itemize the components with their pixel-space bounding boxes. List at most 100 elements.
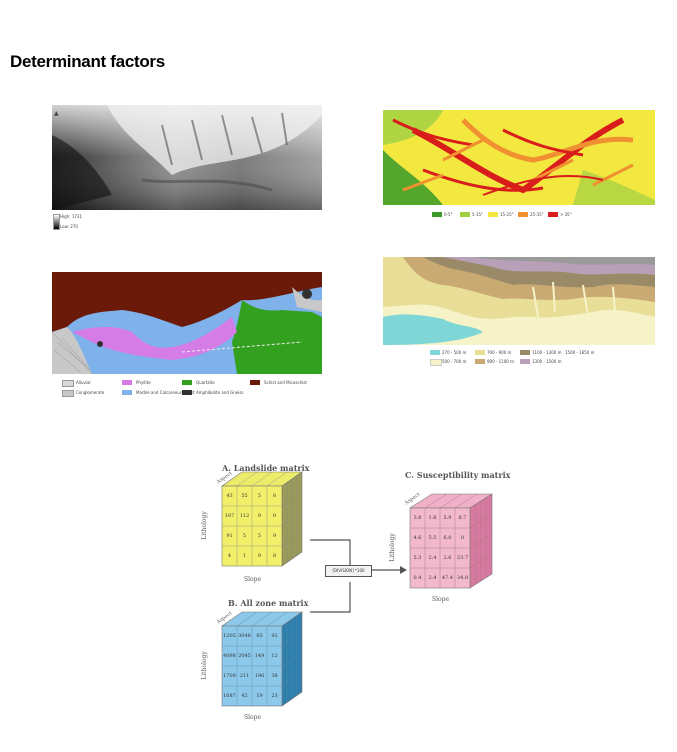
matrix-cell: 23.7 (456, 555, 469, 561)
matrix-cell: 55 (241, 493, 248, 499)
matrix-cell: 149 (254, 653, 265, 659)
legend-label: 1100 - 1300 m (532, 350, 562, 355)
matrix-cell: 1 (242, 553, 247, 559)
matrix-cell: 187 (224, 513, 235, 519)
legend-label: Alluvial (76, 380, 91, 385)
matrix-cell: 8 (272, 493, 277, 499)
legend-label: 270 - 500 m (442, 350, 467, 355)
matrix-cell: 3.6 (413, 515, 422, 521)
matrix-cell: 8 (272, 553, 277, 559)
legend-swatch (520, 359, 530, 364)
legend-label: 25-35° (530, 212, 544, 217)
slope-map (383, 110, 655, 205)
matrix-cell: 43 (226, 493, 233, 499)
matrix-cell: 9 (272, 533, 277, 539)
matrix-cell: 23 (271, 693, 278, 699)
legend-swatch (62, 390, 74, 397)
matrix-cell: 92 (271, 633, 278, 639)
legend-swatch (520, 350, 530, 355)
legend-swatch (488, 212, 498, 217)
matrix-cell: 5.9 (443, 515, 452, 521)
legend-swatch (460, 212, 470, 217)
legend-swatch (518, 212, 528, 217)
legend-label: > 35° (560, 212, 572, 217)
matrix-cell: 2.4 (428, 575, 437, 581)
matrix-cell: 196 (254, 673, 265, 679)
dem-legend-low: Low: 270 (60, 224, 78, 229)
page-title: Determinant factors (10, 52, 165, 71)
legend-label: Phyllite (136, 380, 151, 385)
susceptibility-lithology-label: Lithology (388, 533, 396, 562)
matrix-cell: 0 (460, 535, 465, 541)
matrix-cell: 38 (271, 673, 278, 679)
legend-label: 700 - 900 m (487, 350, 512, 355)
matrix-cell: 42 (241, 693, 248, 699)
landslide-slope-label: Slope (244, 576, 262, 583)
matrix-cell: 19 (256, 693, 263, 699)
matrix-cell: 211 (239, 673, 250, 679)
legend-swatch (430, 350, 440, 355)
dem-map (52, 105, 322, 210)
landslide-matrix-title: A. Landslide matrix (222, 463, 310, 473)
allzone-lithology-label: Lithology (200, 651, 208, 680)
legend-swatch (62, 380, 74, 387)
legend-swatch (475, 359, 485, 364)
susceptibility-matrix-title: C. Susceptibility matrix (405, 470, 511, 480)
legend-swatch (182, 380, 192, 385)
matrix-cell: 12 (271, 653, 278, 659)
dem-legend-high: High: 1731 (60, 214, 82, 219)
matrix-cell: 5.5 (428, 535, 437, 541)
matrix-cell: 2.4 (428, 555, 437, 561)
legend-swatch (250, 380, 260, 385)
matrix-cell: 3048 (238, 633, 251, 639)
legend-swatch (122, 380, 132, 385)
legend-label: 1500 - 1650 m (565, 350, 595, 355)
matrix-cell: 8.7 (458, 515, 467, 521)
allzone-cube (221, 611, 303, 707)
legend-swatch (122, 390, 132, 395)
matrix-cell: 85 (256, 633, 263, 639)
matrix-cell: 6.0 (443, 535, 452, 541)
legend-swatch (430, 359, 442, 366)
matrix-cell: 112 (239, 513, 250, 519)
legend-label: Marble and Calcareous schist (136, 390, 195, 395)
matrix-cell: 4.6 (413, 535, 422, 541)
matrix-cell: 9 (257, 513, 262, 519)
matrix-cell: 9 (257, 553, 262, 559)
matrix-cell: 1205 (223, 633, 236, 639)
matrix-cell: 4098 (223, 653, 236, 659)
legend-label: 500 - 700 m (442, 359, 467, 364)
matrix-cell: 0.4 (413, 575, 422, 581)
allzone-matrix-title: B. All zone matrix (228, 598, 309, 608)
legend-label: 15-25° (500, 212, 514, 217)
legend-label: Conglomerate (76, 390, 105, 395)
matrix-cell: 2.6 (443, 555, 452, 561)
legend-label: Schist and Micaschist (264, 380, 307, 385)
legend-label: Amphibolite and Gneiss (196, 390, 244, 395)
matrix-cell: 47.4 (441, 575, 454, 581)
landslide-cube (221, 471, 303, 567)
dem-legend-ramp (53, 214, 60, 230)
elevation-map (383, 257, 655, 345)
division-operation-box: [DIVISION] *100 (325, 565, 372, 577)
matrix-cell: 1.8 (428, 515, 437, 521)
legend-label: 0-5° (444, 212, 453, 217)
legend-swatch (475, 350, 485, 355)
matrix-cell: 91 (226, 533, 233, 539)
legend-swatch (182, 390, 192, 395)
legend-swatch (548, 212, 558, 217)
matrix-cell: 2045 (238, 653, 251, 659)
matrix-cell: 0 (272, 513, 277, 519)
legend-label: 900 - 1100 m (487, 359, 514, 364)
legend-label: 1300 - 1500 m (532, 359, 562, 364)
matrix-cell: 1709 (223, 673, 236, 679)
matrix-cell: 5 (257, 493, 262, 499)
matrix-cell: 4 (227, 553, 232, 559)
matrix-cell: 5.3 (413, 555, 422, 561)
lithology-map (52, 272, 322, 374)
flow-connectors (310, 539, 407, 613)
matrix-cell: 5 (257, 533, 262, 539)
allzone-slope-label: Slope (244, 714, 262, 721)
matrix-cell: 5 (242, 533, 247, 539)
